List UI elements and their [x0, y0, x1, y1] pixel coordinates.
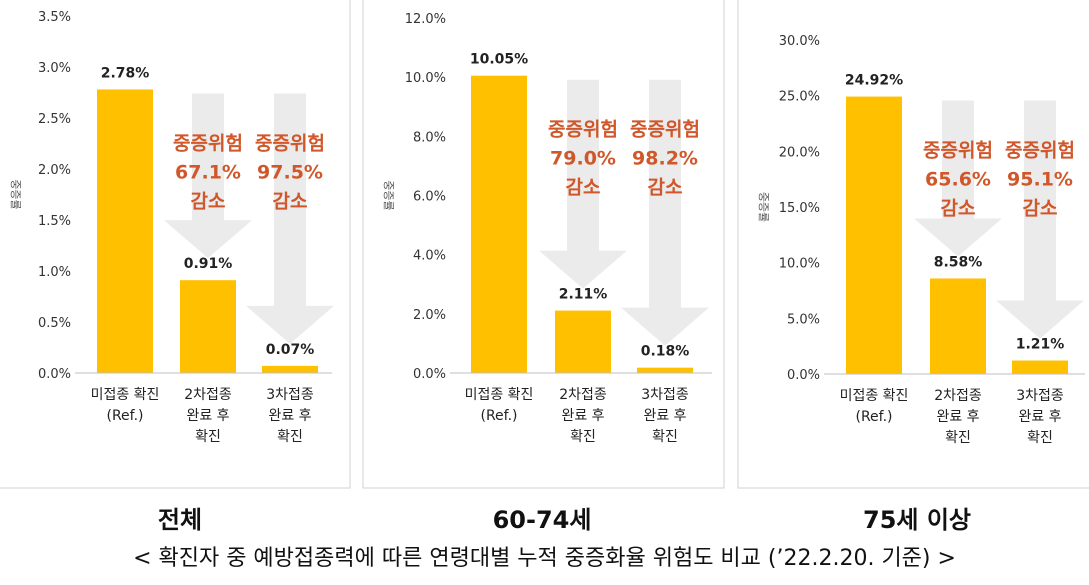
- y-tick-label: 25.0%: [779, 90, 820, 105]
- risk-reduction-annotation: 감소: [1023, 198, 1058, 220]
- risk-reduction-annotation: 감소: [273, 190, 308, 212]
- chart-panel-2: [737, 0, 1089, 489]
- category-label: 완료 후: [268, 408, 311, 424]
- y-tick-label: 8.0%: [413, 130, 446, 145]
- y-tick-label: 2.5%: [38, 112, 71, 127]
- risk-reduction-annotation: 중증위험: [630, 119, 700, 141]
- category-label: 2차접종: [184, 387, 232, 403]
- category-label: 완료 후: [643, 408, 686, 424]
- category-label: 3차접종: [266, 387, 314, 403]
- bar-value-label: 8.58%: [934, 254, 983, 270]
- category-label: 확진: [195, 429, 221, 445]
- y-axis-label: 중증률: [757, 192, 770, 222]
- y-tick-label: 12.0%: [405, 12, 446, 27]
- bar: [930, 278, 986, 374]
- y-tick-label: 15.0%: [779, 201, 820, 216]
- category-label: (Ref.): [107, 408, 144, 424]
- bar-value-label: 24.92%: [845, 73, 903, 89]
- chart-title-all: 전체: [157, 506, 203, 534]
- risk-reduction-arrow: [914, 100, 1002, 257]
- y-tick-label: 10.0%: [405, 71, 446, 86]
- category-label: 확진: [277, 429, 303, 445]
- category-label: 완료 후: [1018, 409, 1061, 425]
- bar: [555, 310, 611, 373]
- figure-caption: < 확진자 중 예방접종력에 따른 연령대별 누적 중증화율 위험도 비교 (’…: [133, 546, 956, 571]
- category-label: (Ref.): [856, 409, 893, 425]
- bar-value-label: 2.78%: [101, 65, 150, 81]
- y-tick-label: 20.0%: [779, 145, 820, 160]
- chart-panel-1: [362, 0, 725, 489]
- category-label: 2차접종: [559, 387, 607, 403]
- category-label: 미접종 확진: [465, 387, 534, 403]
- category-label: 3차접종: [1016, 388, 1064, 404]
- bar-value-label: 0.18%: [641, 344, 690, 360]
- risk-reduction-annotation: 중증위험: [255, 132, 325, 154]
- bar: [97, 89, 153, 373]
- risk-reduction-annotation: 79.0%: [550, 148, 616, 170]
- category-label: 완료 후: [186, 408, 229, 424]
- risk-reduction-annotation: 67.1%: [175, 161, 241, 183]
- risk-reduction-annotation: 98.2%: [632, 148, 698, 170]
- bar: [1012, 360, 1068, 374]
- y-tick-label: 1.0%: [38, 265, 71, 280]
- y-tick-label: 4.0%: [413, 249, 446, 264]
- bar-value-label: 1.21%: [1016, 337, 1065, 353]
- y-tick-label: 6.0%: [413, 190, 446, 205]
- y-axis-label: 중증률: [9, 179, 22, 209]
- risk-reduction-annotation: 65.6%: [925, 169, 991, 191]
- y-tick-label: 2.0%: [38, 163, 71, 178]
- bar-value-label: 0.07%: [266, 342, 315, 358]
- category-label: 확진: [1027, 430, 1053, 446]
- chart-title-75-plus: 75세 이상: [863, 506, 971, 534]
- category-label: (Ref.): [481, 408, 518, 424]
- y-tick-label: 0.0%: [38, 367, 71, 382]
- bar: [637, 367, 693, 373]
- y-tick-label: 30.0%: [779, 34, 820, 49]
- category-label: 완료 후: [936, 409, 979, 425]
- risk-reduction-arrow: [164, 93, 252, 259]
- risk-reduction-arrow: [246, 93, 334, 344]
- y-axis-label: 중증률: [382, 180, 395, 210]
- category-label: 미접종 확진: [91, 387, 160, 403]
- chart-title-60-74: 60-74세: [492, 506, 592, 534]
- risk-reduction-annotation: 중증위험: [173, 132, 243, 154]
- chart-panel-0: [0, 0, 351, 489]
- category-label: 3차접종: [641, 387, 689, 403]
- y-tick-label: 0.5%: [38, 316, 71, 331]
- y-tick-label: 0.0%: [413, 367, 446, 382]
- y-tick-label: 3.5%: [38, 10, 71, 25]
- risk-reduction-arrow: [996, 100, 1084, 339]
- category-label: 확진: [652, 429, 678, 445]
- risk-reduction-annotation: 감소: [941, 198, 976, 220]
- risk-reduction-annotation: 감소: [566, 177, 601, 199]
- y-tick-label: 0.0%: [787, 368, 820, 383]
- category-label: 확진: [945, 430, 971, 446]
- risk-reduction-annotation: 중증위험: [923, 140, 993, 162]
- category-label: 2차접종: [934, 388, 982, 404]
- bar: [262, 365, 318, 373]
- y-tick-label: 1.5%: [38, 214, 71, 229]
- risk-reduction-arrow: [539, 79, 627, 289]
- risk-reduction-annotation: 감소: [191, 190, 226, 212]
- risk-reduction-annotation: 95.1%: [1007, 169, 1073, 191]
- y-tick-label: 10.0%: [779, 257, 820, 272]
- y-tick-label: 5.0%: [787, 312, 820, 327]
- risk-reduction-annotation: 중증위험: [548, 119, 618, 141]
- y-tick-label: 3.0%: [38, 61, 71, 76]
- charts-area: 0.0% 0.5% 1.0% 1.5% 2.0% 2.5% 3.0% 3.5% 중증률 2.78%…: [0, 0, 1089, 489]
- y-tick-label: 2.0%: [413, 308, 446, 323]
- bar: [846, 96, 902, 374]
- bar-value-label: 10.05%: [470, 52, 528, 68]
- category-label: 미접종 확진: [840, 388, 909, 404]
- risk-reduction-annotation: 중증위험: [1005, 140, 1075, 162]
- risk-reduction-annotation: 감소: [648, 177, 683, 199]
- bar: [471, 75, 527, 373]
- bar-value-label: 2.11%: [559, 287, 608, 303]
- risk-reduction-annotation: 97.5%: [257, 161, 323, 183]
- category-label: 완료 후: [561, 408, 604, 424]
- category-label: 확진: [570, 429, 596, 445]
- bar: [180, 280, 236, 373]
- bar-value-label: 0.91%: [184, 256, 233, 272]
- risk-reduction-arrow: [621, 79, 709, 346]
